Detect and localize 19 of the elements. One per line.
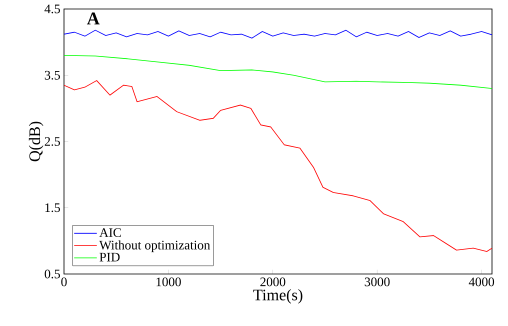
y-tick-label: 0.5	[44, 270, 60, 278]
x-tick-label: 1000	[156, 278, 181, 286]
line-series	[64, 30, 492, 39]
y-tick-label: 3.5	[44, 70, 60, 80]
legend-label: Without optimization	[99, 240, 210, 252]
legend-label: PID	[100, 252, 120, 262]
legend-label: AIC	[99, 228, 121, 237]
y-axis-title: Q(dB)	[28, 122, 44, 162]
x-tick-label: 3000	[364, 278, 390, 286]
y-tick-label: 2.5	[44, 137, 60, 146]
line-series	[64, 80, 492, 252]
y-tick-label: 4.5	[44, 4, 60, 14]
line-series	[64, 54, 492, 89]
annotation: A	[86, 12, 100, 24]
x-tick-label: 2000	[260, 278, 286, 286]
x-tick-label: 4000	[468, 278, 494, 286]
x-axis-title: Time(s)	[253, 289, 302, 304]
y-tick-label: 1.5	[45, 203, 60, 212]
x-tick-label: 0	[61, 278, 67, 286]
